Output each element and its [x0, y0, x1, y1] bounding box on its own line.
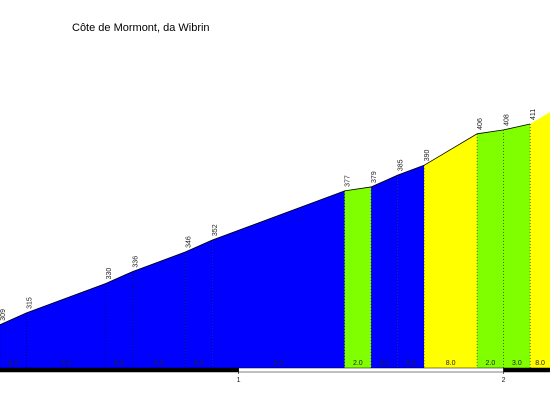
segment	[106, 271, 133, 368]
profile-line	[0, 123, 531, 326]
elevation-label: 377	[345, 175, 352, 187]
elevation-label: 309	[0, 309, 7, 321]
segment	[0, 312, 27, 368]
gradient-label: 8.0	[535, 360, 545, 367]
elevation-label: 346	[186, 236, 193, 248]
elevation-label: 330	[106, 268, 113, 280]
elevation-label: 336	[133, 256, 140, 268]
elevation-label: 352	[212, 224, 219, 236]
elevation-label: 408	[504, 114, 511, 126]
segment	[477, 129, 504, 368]
elevation-label: 379	[371, 171, 378, 183]
segment	[132, 251, 186, 368]
segment	[503, 123, 531, 368]
elevation-label: 390	[424, 150, 431, 162]
segment	[26, 283, 107, 368]
gradient-label: 2.0	[485, 360, 495, 367]
elevation-label: 406	[477, 118, 484, 130]
x-tick-label: 1	[237, 377, 241, 384]
gradient-label: 5.0	[273, 360, 283, 367]
segment	[371, 175, 398, 368]
elevation-label: 315	[27, 297, 34, 309]
segment	[344, 186, 372, 368]
distance-band	[238, 367, 504, 373]
elevation-label: 385	[398, 159, 405, 171]
segment	[530, 112, 550, 369]
gradient-label: 6.0	[114, 360, 124, 367]
elevation-label: 411	[530, 109, 537, 120]
gradient-label: 3.0	[512, 360, 522, 367]
chart-title: Côte de Mormont, da Wibrin	[72, 22, 210, 34]
distance-band	[503, 367, 550, 373]
segment	[212, 190, 345, 368]
x-tick-label: 2	[502, 377, 506, 384]
gradient-label: 5.0	[406, 360, 416, 367]
gradient-label: 5.0	[61, 360, 71, 367]
segment	[424, 133, 478, 368]
gradient-label: 2.0	[353, 360, 363, 367]
gradient-label: 6.0	[194, 360, 204, 367]
gradient-label: 6.0	[379, 360, 389, 367]
distance-band	[0, 367, 239, 373]
gradient-label: 5.0	[154, 360, 164, 367]
segment	[397, 165, 425, 368]
gradient-label: 6.0	[8, 360, 18, 367]
gradient-label: 8.0	[446, 360, 456, 367]
segment	[185, 240, 213, 368]
